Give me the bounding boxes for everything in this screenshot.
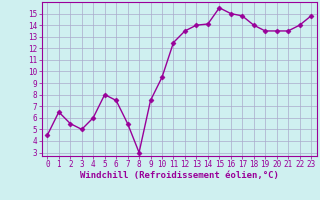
- X-axis label: Windchill (Refroidissement éolien,°C): Windchill (Refroidissement éolien,°C): [80, 171, 279, 180]
